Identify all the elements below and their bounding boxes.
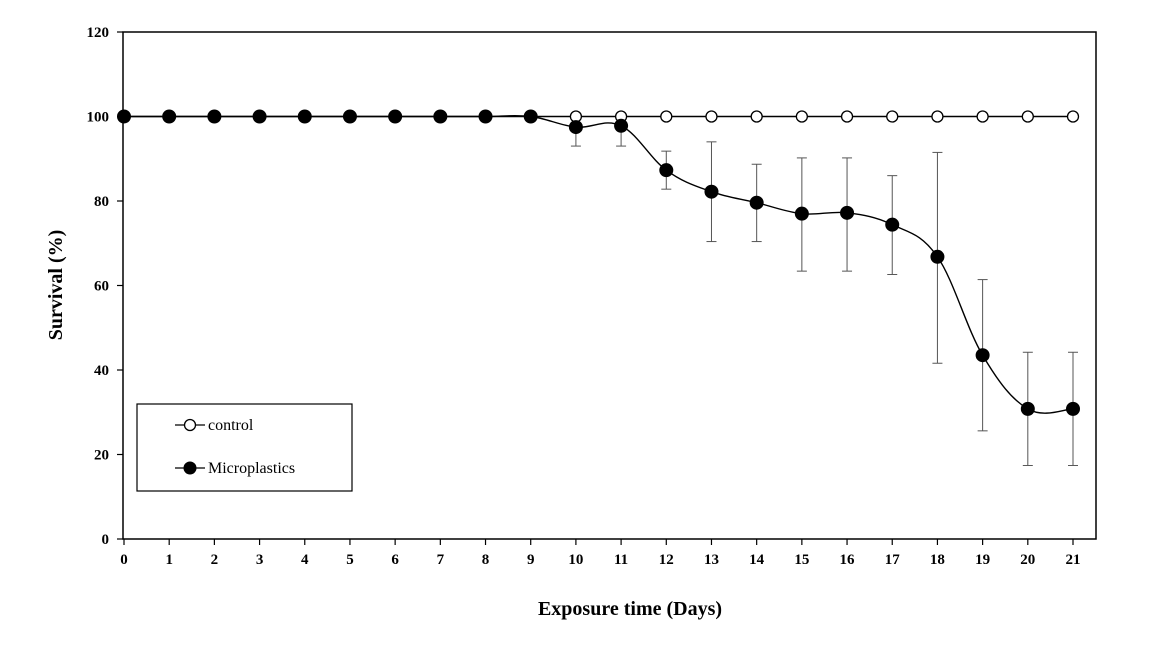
x-tick-label: 10 [568, 552, 583, 568]
legend-control-label: control [208, 417, 254, 434]
x-tick-label: 21 [1066, 552, 1081, 568]
axis-ticks: 0 1 2 3 4 5 6 7 8 9 10 11 12 13 14 15 16 17 18 19 20 21020406… [87, 25, 1081, 568]
microplastics-point [704, 184, 719, 199]
microplastics-point [478, 109, 493, 124]
x-tick-label: 1 [165, 552, 173, 568]
x-tick-label: 8 [482, 552, 490, 568]
microplastics-point [1020, 401, 1035, 416]
microplastics-point [162, 109, 177, 124]
x-tick-label: 15 [794, 552, 809, 568]
x-tick-label: 5 [346, 552, 354, 568]
y-tick-label: 20 [94, 448, 109, 464]
control-point [750, 110, 763, 123]
microplastics-point [342, 109, 357, 124]
x-tick-label: 18 [930, 552, 945, 568]
error-bars [570, 116, 1078, 466]
x-tick-label: 14 [749, 552, 765, 568]
control-point [840, 110, 854, 123]
microplastics-point [297, 109, 312, 124]
x-tick-label: 20 [1020, 552, 1035, 568]
legend-microplastics-label: Microplastics [208, 460, 295, 477]
control-point [705, 110, 718, 123]
y-tick-label: 40 [94, 363, 109, 379]
microplastics-point [840, 205, 855, 220]
legend-microplastics-marker [183, 461, 197, 475]
x-tick-label: 12 [659, 552, 674, 568]
y-axis-title: Survival (%) [45, 230, 67, 341]
microplastics-point [930, 249, 945, 264]
x-tick-label: 17 [885, 552, 901, 568]
x-axis-title: Exposure time (Days) [538, 598, 722, 620]
microplastics-point [614, 118, 629, 133]
legend-box [136, 403, 353, 492]
x-tick-label: 7 [437, 552, 445, 568]
x-tick-label: 16 [840, 552, 856, 568]
microplastics-point [117, 109, 131, 124]
microplastics-point [749, 195, 764, 210]
x-tick-label: 4 [301, 552, 309, 568]
y-tick-label: 0 [102, 532, 110, 548]
microplastics-point [885, 217, 900, 232]
microplastics-point [388, 109, 403, 124]
control-point [660, 110, 673, 123]
y-tick-label: 120 [87, 25, 110, 41]
x-tick-label: 11 [614, 552, 628, 568]
y-tick-label: 80 [94, 194, 109, 210]
microplastics-point [207, 109, 222, 124]
microplastics-point [1066, 401, 1080, 416]
x-tick-label: 13 [704, 552, 719, 568]
microplastics-point [568, 120, 583, 135]
microplastics-point [523, 109, 538, 124]
series-lines [124, 114, 1074, 414]
microplastics-point [794, 206, 809, 221]
microplastics-series-line [124, 114, 1074, 414]
x-tick-label: 2 [211, 552, 219, 568]
microplastics-point [975, 348, 990, 363]
microplastics-point [659, 163, 674, 178]
microplastics-point [433, 109, 448, 124]
control-point [931, 110, 944, 123]
control-point [976, 110, 989, 123]
control-point [1066, 110, 1080, 123]
x-tick-label: 19 [975, 552, 990, 568]
control-point [1021, 110, 1034, 123]
x-tick-label: 0 [120, 552, 128, 568]
series-points [117, 109, 1080, 416]
y-tick-label: 60 [94, 279, 109, 295]
microplastics-point [252, 109, 267, 124]
x-tick-label: 6 [391, 552, 399, 568]
control-point [795, 110, 809, 123]
y-tick-label: 100 [87, 110, 110, 126]
x-tick-label: 9 [527, 552, 535, 568]
legend-control-marker [183, 418, 197, 432]
x-tick-label: 3 [256, 552, 264, 568]
legend: control Microplastics [136, 403, 353, 492]
control-point [886, 110, 899, 123]
